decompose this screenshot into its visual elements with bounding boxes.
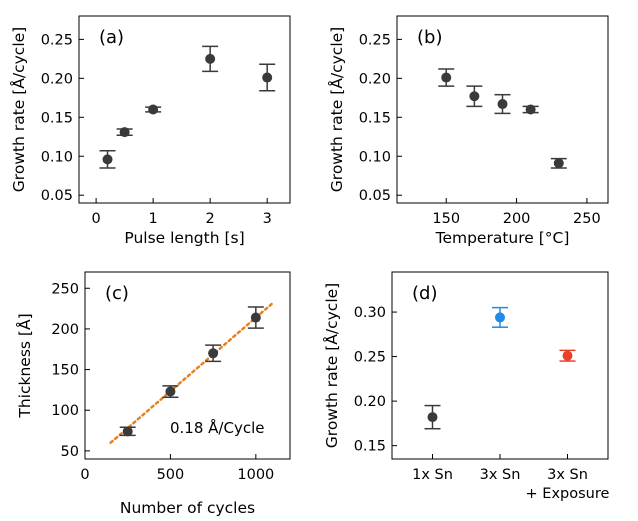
- panel-label: (b): [417, 27, 442, 48]
- y-tick-label: 0.25: [354, 350, 386, 366]
- panel-d: 0.15 0.20 0.25 0.30 1x Sn 3x Sn 3x Sn + Exposur…: [322, 271, 610, 502]
- data-point: [525, 104, 536, 115]
- data-point: [122, 426, 133, 437]
- data-point: [495, 312, 505, 323]
- x-axis-label: Number of cycles: [120, 499, 255, 517]
- data-point: [119, 127, 130, 138]
- y-tick-label: 0.15: [41, 110, 73, 126]
- x-tick-label-line: + Exposure: [526, 486, 610, 502]
- data-point: [250, 312, 261, 323]
- y-axis-label: Thickness [Å]: [15, 313, 34, 418]
- y-tick-label: 200: [51, 322, 79, 338]
- x-tick-label: 2: [206, 211, 215, 227]
- y-tick-label: 0.05: [359, 188, 391, 204]
- x-tick-label: 1: [149, 211, 158, 227]
- x-tick-label: 1000: [237, 467, 274, 483]
- x-tick-label: 250: [573, 211, 601, 227]
- y-tick-label: 0.10: [359, 149, 391, 165]
- y-tick-label: 50: [61, 444, 79, 460]
- y-tick-label: 0.25: [359, 32, 391, 48]
- x-tick-label: 0: [91, 211, 100, 227]
- data-point: [205, 53, 216, 64]
- panel-a: 0.05 0.10 0.15 0.20 0.25 0 1 2 3 Pulse length [s]…: [9, 15, 291, 247]
- x-tick-label: 3: [263, 211, 272, 227]
- data-point: [427, 412, 438, 423]
- data-point: [165, 386, 176, 397]
- panel-label: (a): [99, 27, 124, 48]
- plot-frame: [84, 271, 291, 460]
- data-point: [441, 72, 452, 83]
- y-tick-label: 250: [51, 281, 79, 297]
- data-point: [262, 72, 273, 83]
- y-tick-label: 100: [51, 403, 79, 419]
- x-tick-label: 150: [432, 211, 460, 227]
- panel-label: (c): [105, 283, 129, 304]
- x-tick-label-line: 1x Sn: [412, 467, 453, 483]
- x-tick-label: 200: [503, 211, 531, 227]
- y-tick-label: 0.20: [41, 71, 73, 87]
- x-tick-label: 0: [80, 467, 89, 483]
- y-axis-label: Growth rate [Å/cycle]: [322, 283, 341, 448]
- x-tick-label: 1x Sn: [412, 467, 453, 483]
- data-point: [208, 348, 219, 359]
- y-tick-label: 0.15: [359, 110, 391, 126]
- plot-frame: [396, 15, 609, 204]
- y-axis-label: Growth rate [Å/cycle]: [327, 27, 346, 192]
- y-tick-label: 0.25: [41, 32, 73, 48]
- y-tick-label: 0.20: [359, 71, 391, 87]
- x-axis-label: Temperature [°C]: [435, 229, 570, 247]
- x-tick-label: 3x Sn: [480, 467, 521, 483]
- y-tick-label: 150: [51, 363, 79, 379]
- data-point: [562, 350, 573, 361]
- x-tick-label: 500: [157, 467, 185, 483]
- y-tick-label: 0.15: [354, 439, 386, 455]
- x-axis-label: Pulse length [s]: [124, 229, 244, 247]
- y-tick-label: 0.30: [354, 305, 386, 321]
- y-tick-label: 0.20: [354, 394, 386, 410]
- panel-c: 50 100 150 200 250 0 500 1000 Number of cycles Th…: [15, 271, 291, 517]
- data-point: [102, 154, 113, 165]
- panel-label: (d): [412, 283, 437, 304]
- panel-b: 0.05 0.10 0.15 0.20 0.25 150 200 250Temperature…: [327, 15, 609, 247]
- data-point: [148, 104, 159, 115]
- y-axis-label: Growth rate [Å/cycle]: [9, 27, 28, 192]
- plot-frame: [78, 15, 291, 204]
- fit-annotation: 0.18 Å/Cycle: [170, 418, 264, 437]
- data-point: [553, 158, 564, 169]
- fit-line: [109, 301, 275, 444]
- data-point: [469, 91, 480, 102]
- x-tick-label-line: 3x Sn: [547, 467, 588, 483]
- y-tick-label: 0.05: [41, 188, 73, 204]
- y-tick-label: 0.10: [41, 149, 73, 165]
- data-point: [497, 99, 508, 110]
- x-tick-label: 3x Sn + Exposure: [526, 467, 610, 502]
- x-tick-label-line: 3x Sn: [480, 467, 521, 483]
